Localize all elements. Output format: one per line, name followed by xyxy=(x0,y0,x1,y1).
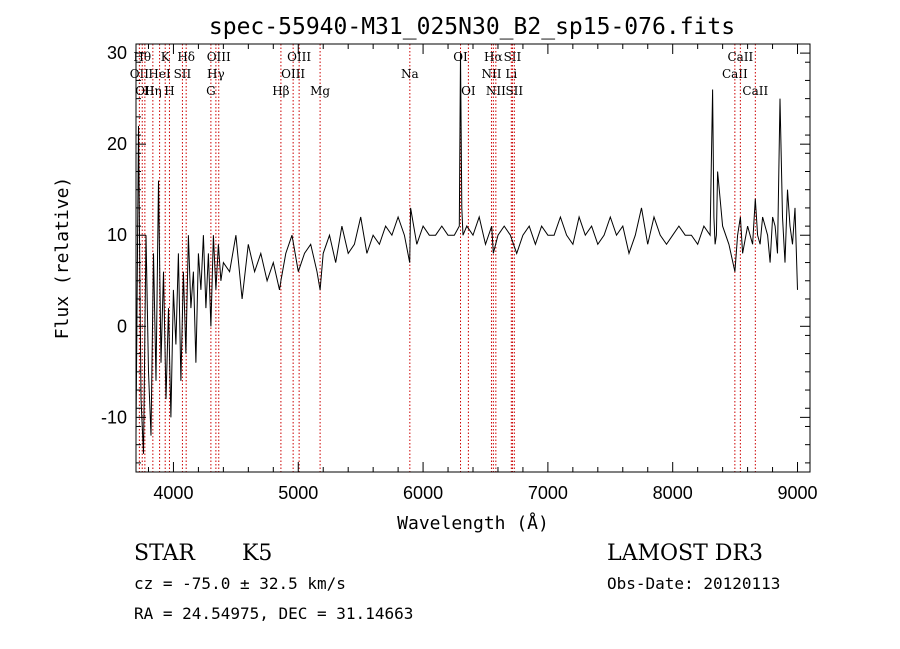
y-tick-label-2: 10 xyxy=(107,225,127,245)
flux-series xyxy=(135,53,798,454)
marker-label-8: Hδ xyxy=(177,50,195,64)
x-tick-label-3: 7000 xyxy=(528,483,568,503)
marker-label-18: OI xyxy=(461,84,476,98)
x-tick-label-4: 8000 xyxy=(653,483,693,503)
y-tick-label-4: 30 xyxy=(107,43,127,63)
y-axis-label: Flux (relative) xyxy=(52,177,73,340)
line-markers: OIIHθOIIHηHeIKHSIIHδGHγOIIIHβOIIIOIIIMgN… xyxy=(130,44,768,472)
object-class: STAR xyxy=(134,541,196,566)
marker-label-24: SII xyxy=(505,84,523,98)
marker-label-11: OIII xyxy=(207,50,231,64)
marker-label-23: SII xyxy=(504,50,522,64)
marker-label-2: OII xyxy=(135,84,155,98)
obs-date-text: Obs-Date: 20120113 xyxy=(607,574,780,593)
marker-label-12: Hβ xyxy=(272,84,289,98)
marker-label-25: CaII xyxy=(722,67,748,81)
chart-title: spec-55940-M31_025N30_B2_sp15-076.fits xyxy=(209,14,735,40)
marker-label-20: Hα xyxy=(484,50,503,64)
coords-text: RA = 24.54975, DEC = 31.14663 xyxy=(134,604,413,623)
marker-label-13: OIII xyxy=(281,67,305,81)
x-tick-label-1: 5000 xyxy=(278,483,318,503)
marker-label-7: SII xyxy=(174,67,192,81)
y-tick-label-3: 20 xyxy=(107,134,127,154)
marker-label-4: HeI xyxy=(148,67,171,81)
marker-label-14: OIII xyxy=(287,50,311,64)
marker-label-3: Hη xyxy=(144,84,162,98)
marker-label-26: CaII xyxy=(727,50,753,64)
plot-frame xyxy=(135,43,811,473)
redshift-text: cz = -75.0 ± 32.5 km/s xyxy=(134,574,346,593)
flux-line xyxy=(135,53,798,454)
marker-label-15: Mg xyxy=(310,84,330,98)
marker-label-5: K xyxy=(161,50,171,64)
x-tick-label-5: 9000 xyxy=(777,483,817,503)
marker-label-10: Hγ xyxy=(207,67,225,81)
marker-label-27: CaII xyxy=(742,84,768,98)
y-tick-label-1: 0 xyxy=(117,316,127,336)
marker-label-9: G xyxy=(206,84,216,98)
marker-label-16: Na xyxy=(401,67,419,81)
marker-label-22: Li xyxy=(505,67,517,81)
marker-label-21: NII xyxy=(486,84,506,98)
marker-label-0: OII xyxy=(130,67,150,81)
marker-label-19: NII xyxy=(481,67,501,81)
x-tick-label-0: 4000 xyxy=(153,483,193,503)
object-subclass: K5 xyxy=(242,541,272,566)
x-axis-label: Wavelength (Å) xyxy=(397,512,549,534)
marker-label-6: H xyxy=(164,84,174,98)
axis-ticks: 4000 5000 6000 7000 8000 9000 -10 0 10 20 30 xyxy=(101,43,818,503)
x-tick-label-2: 6000 xyxy=(403,483,443,503)
survey-name: LAMOST DR3 xyxy=(607,541,763,566)
y-tick-label-0: -10 xyxy=(101,407,127,427)
